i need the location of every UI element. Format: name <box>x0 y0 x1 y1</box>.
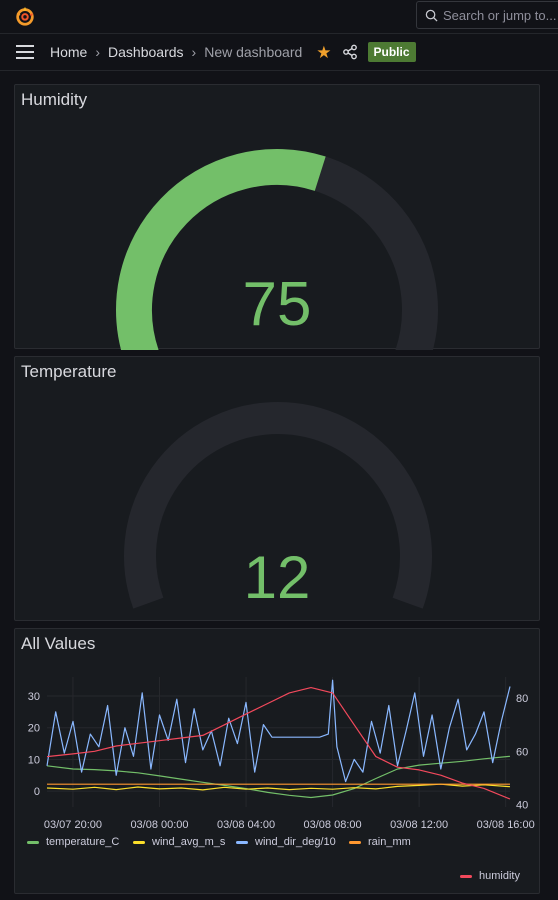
panel-title[interactable]: Humidity <box>21 90 88 109</box>
breadcrumb-dashboards[interactable]: Dashboards <box>108 44 184 60</box>
y2-tick-label: 40 <box>516 799 528 811</box>
series-line-temperature-c <box>46 755 511 799</box>
y-tick-label: 20 <box>28 723 40 735</box>
legend-item-wind-dir[interactable]: wind_dir_deg/10 <box>236 836 336 848</box>
timeseries-chart: 0 10 20 30 40 60 80 03/07 20:00 03/08 00:00 03/08… <box>28 677 535 831</box>
y-tick-label: 0 <box>34 786 40 798</box>
search-placeholder: Search or jump to... <box>443 7 557 23</box>
x-tick-label: 03/08 12:00 <box>390 819 448 831</box>
gauge-value: 12 <box>244 544 311 611</box>
gauge-value: 75 <box>243 270 312 339</box>
legend-label: rain_mm <box>368 836 411 848</box>
panel-title[interactable]: All Values <box>21 634 96 653</box>
legend-label: wind_dir_deg/10 <box>255 836 336 848</box>
x-tick-label: 03/07 20:00 <box>44 819 102 831</box>
series-line-wind-avg-m-s <box>46 783 511 791</box>
temperature-gauge: 12 <box>124 402 432 611</box>
x-tick-label: 03/08 00:00 <box>130 819 188 831</box>
breadcrumb-current: New dashboard <box>204 44 303 60</box>
x-tick-label: 03/08 08:00 <box>304 819 362 831</box>
legend-item-temperature[interactable]: temperature_C <box>27 836 119 848</box>
menu-icon[interactable] <box>16 45 34 59</box>
y-tick-label: 10 <box>28 754 40 766</box>
gauge-track <box>124 402 432 609</box>
legend-label: wind_avg_m_s <box>152 836 226 848</box>
legend-swatch <box>460 874 472 878</box>
search-input[interactable]: Search or jump to... <box>416 1 558 29</box>
legend-item-rain[interactable]: rain_mm <box>349 836 411 848</box>
y2-tick-label: 60 <box>516 746 528 758</box>
chevron-right-icon: › <box>95 44 101 60</box>
legend-swatch <box>236 840 248 844</box>
legend-swatch <box>27 840 39 844</box>
legend-item-humidity[interactable]: humidity <box>460 870 520 882</box>
legend-label: temperature_C <box>46 836 120 848</box>
y-tick-label: 30 <box>28 691 40 703</box>
y2-tick-label: 80 <box>516 693 528 705</box>
breadcrumb-bar: Home › Dashboards › New dashboard ★ Publ… <box>0 33 558 71</box>
all-values-panel: All Values 0 10 20 30 40 60 80 03/07 20:00 03/08… <box>14 628 540 894</box>
temperature-panel: Temperature 12 <box>14 356 540 621</box>
humidity-panel: Humidity 75 <box>14 84 540 350</box>
grafana-logo-icon[interactable] <box>14 5 36 27</box>
star-icon[interactable]: ★ <box>316 42 332 62</box>
legend-item-wind-avg[interactable]: wind_avg_m_s <box>133 836 225 848</box>
gauge-fill <box>116 149 326 350</box>
series-line-wind-dir-deg-10 <box>46 679 511 783</box>
panel-title[interactable]: Temperature <box>21 362 117 381</box>
legend-label: humidity <box>479 870 520 882</box>
chevron-right-icon: › <box>191 44 197 60</box>
share-icon[interactable] <box>342 44 358 60</box>
legend-swatch <box>349 840 361 844</box>
top-bar: Search or jump to... <box>0 0 558 32</box>
x-tick-label: 03/08 04:00 <box>217 819 275 831</box>
x-tick-label: 03/08 16:00 <box>477 819 535 831</box>
breadcrumb-home[interactable]: Home <box>50 44 88 60</box>
search-icon <box>425 9 438 22</box>
public-badge: Public <box>367 42 416 62</box>
legend-swatch <box>133 840 145 844</box>
series-line-humidity <box>46 686 511 800</box>
humidity-gauge: 75 <box>116 149 438 350</box>
